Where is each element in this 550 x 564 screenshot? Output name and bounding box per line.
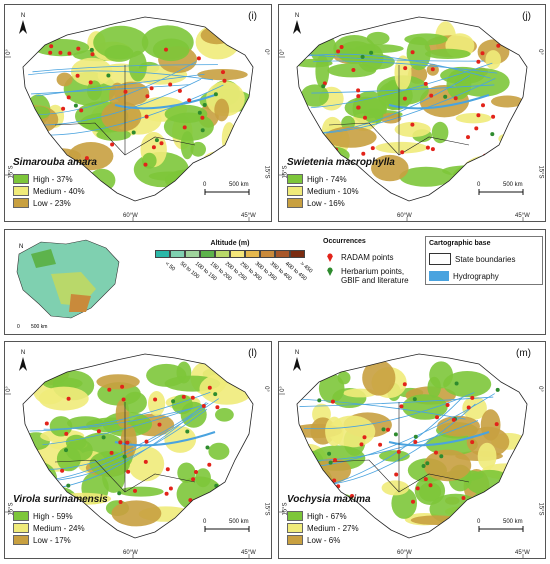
inset-scale-0: 0 <box>17 324 20 330</box>
altitude-swatch <box>275 250 290 258</box>
altitude-color-bar <box>155 250 315 258</box>
lat-15-label-right: 15°S <box>263 165 270 179</box>
hydrography-swatch <box>429 271 449 281</box>
altitude-swatch <box>185 250 200 258</box>
distribution-map <box>279 353 528 558</box>
north-arrow-icon: N <box>19 350 27 374</box>
lat-0-label-right: 0° <box>537 386 544 392</box>
scale-bar: 0 500 km <box>477 519 524 532</box>
lat-0-label: 0° <box>5 386 12 392</box>
lat-0-label: 0° <box>5 49 12 55</box>
legend-high: High - 67% <box>307 511 347 521</box>
panel-label: (j) <box>522 11 531 22</box>
scale-bar: 0 500 km <box>203 182 250 195</box>
lon-60-label: 60°W <box>397 213 412 219</box>
suitability-legend: High - 37% Medium - 40% Low - 23% <box>13 173 85 209</box>
altitude-swatch <box>245 250 260 258</box>
cartographic-base-legend: Cartographic base State boundaries Hydro… <box>425 236 543 285</box>
state-boundary-swatch <box>429 253 451 265</box>
lat-15-label-right: 15°S <box>537 165 544 179</box>
legend-high: High - 37% <box>33 174 73 184</box>
lat-0-label-right: 0° <box>263 386 270 392</box>
herbarium-point-icon <box>327 267 333 276</box>
map-legend: N 0 500 km Altitude (m) < 50 50 to 100 100… <box>4 229 546 335</box>
legend-medium: Medium - 40% <box>33 186 85 196</box>
altitude-swatch <box>230 250 245 258</box>
legend-medium: Medium - 10% <box>307 186 359 196</box>
species-name: Virola surinamensis <box>13 494 108 505</box>
species-name: Swietenia macrophylla <box>287 157 395 168</box>
lat-0-label: 0° <box>279 49 286 55</box>
altitude-class-label: < 50 <box>164 261 176 273</box>
map-panel-1: N (i) 0° 15°S 0° 15°S 60°W 45°W 0 500 km… <box>4 4 272 222</box>
altitude-swatch <box>170 250 185 258</box>
altitude-swatch <box>290 250 305 258</box>
legend-medium: Medium - 27% <box>307 523 359 533</box>
lon-45-label: 45°W <box>241 213 256 219</box>
lon-60-label: 60°W <box>123 213 138 219</box>
altitude-title: Altitude (m) <box>210 240 250 247</box>
scale-bar: 0 500 km <box>477 182 524 195</box>
lon-45-label: 45°W <box>241 550 256 556</box>
species-name: Vochysia maxima <box>287 494 371 505</box>
suitability-legend: High - 74% Medium - 10% Low - 16% <box>287 173 359 209</box>
legend-low: Low - 17% <box>33 535 71 545</box>
lat-0-label: 0° <box>279 386 286 392</box>
distribution-map <box>5 16 254 221</box>
hydrography-label: Hydrography <box>453 271 499 281</box>
radam-label: RADAM points <box>341 253 394 262</box>
altitude-swatch <box>260 250 275 258</box>
altitude-swatch <box>155 250 170 258</box>
legend-low: Low - 23% <box>33 198 71 208</box>
lon-45-label: 45°W <box>515 213 530 219</box>
panel-label: (i) <box>248 11 257 22</box>
inset-altitude-map: N 0 500 km <box>16 239 120 330</box>
legend-low: Low - 16% <box>307 198 345 208</box>
altitude-legend: Altitude (m) < 50 50 to 100 100 to 150 150 … <box>155 240 315 303</box>
species-name: Simarouba amara <box>13 157 97 168</box>
altitude-swatch <box>200 250 215 258</box>
lat-0-label-right: 0° <box>537 49 544 55</box>
herbarium-label: Herbarium points, GBIF and literature <box>341 267 409 285</box>
lon-60-label: 60°W <box>123 550 138 556</box>
map-panel-2: N (j) 0° 15°S 0° 15°S 60°W 45°W 0 500 km… <box>278 4 546 222</box>
legend-low: Low - 6% <box>307 535 341 545</box>
panel-label: (m) <box>516 348 531 359</box>
state-boundaries-label: State boundaries <box>455 254 516 264</box>
legend-high: High - 74% <box>307 174 347 184</box>
occurrences-title: Occurrences <box>323 238 366 245</box>
map-panel-4: N (m) 0° 15°S 0° 15°S 60°W 45°W 0 500 km… <box>278 341 546 559</box>
legend-medium: Medium - 24% <box>33 523 85 533</box>
occurrences-legend: Occurrences RADAM points Herbarium point… <box>323 238 423 285</box>
inset-scale-500: 500 km <box>31 324 47 330</box>
lon-60-label: 60°W <box>397 550 412 556</box>
lat-15-label-right: 15°S <box>537 502 544 516</box>
suitability-legend: High - 67% Medium - 27% Low - 6% <box>287 510 359 546</box>
carto-title: Cartographic base <box>429 240 491 247</box>
panel-label: (l) <box>248 348 257 359</box>
lat-0-label-right: 0° <box>263 49 270 55</box>
legend-high: High - 59% <box>33 511 73 521</box>
altitude-swatch <box>215 250 230 258</box>
lat-15-label-right: 15°S <box>263 502 270 516</box>
map-panel-3: N (l) 0° 15°S 0° 15°S 60°W 45°W 0 500 km… <box>4 341 272 559</box>
distribution-map <box>279 16 528 221</box>
distribution-map <box>5 353 254 558</box>
radam-point-icon <box>327 253 333 262</box>
suitability-legend: High - 59% Medium - 24% Low - 17% <box>13 510 85 546</box>
lon-45-label: 45°W <box>515 550 530 556</box>
svg-text:N: N <box>19 244 23 250</box>
north-arrow-icon: N <box>19 13 27 37</box>
scale-bar: 0 500 km <box>203 519 250 532</box>
north-arrow-icon: N <box>293 13 301 37</box>
north-arrow-icon: N <box>293 350 301 374</box>
